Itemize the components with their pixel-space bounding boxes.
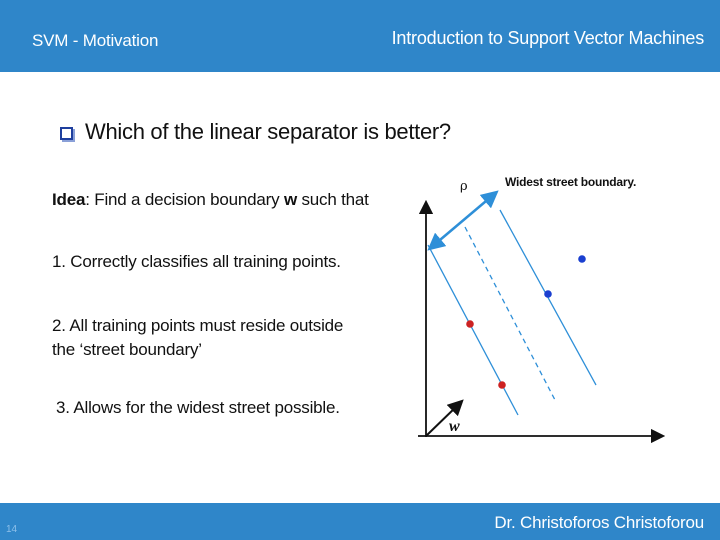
w-vector-label: w — [449, 418, 460, 435]
decision-boundary-dashed — [464, 226, 556, 401]
author-name: Dr. Christoforos Christoforou — [494, 513, 704, 532]
criterion-1: 1. Correctly classifies all training poi… — [52, 252, 341, 271]
widest-street-label: Widest street boundary. — [505, 175, 637, 189]
rho-label: ρ — [460, 179, 468, 194]
criterion-2-line-1: 2. All training points must reside outsi… — [52, 316, 344, 335]
page-number: 14 — [6, 524, 18, 535]
checkbox-bullet-icon — [60, 126, 73, 140]
presentation-title: Introduction to Support Vector Machines — [391, 28, 705, 48]
slide-footer: 14 Dr. Christoforos Christoforou — [0, 503, 720, 540]
svm-diagram — [418, 190, 666, 444]
red-training-point — [498, 381, 506, 389]
idea-text-before: : Find a decision boundary — [85, 190, 284, 209]
street-boundary-left — [427, 244, 519, 416]
red-training-point — [466, 320, 474, 328]
slide-header: SVM - Motivation Introduction to Support… — [0, 0, 720, 72]
question-text: Which of the linear separator is better? — [85, 119, 451, 144]
blue-training-point — [578, 255, 586, 263]
criterion-2-line-2: the ‘street boundary’ — [52, 340, 202, 359]
section-title: SVM - Motivation — [32, 31, 159, 50]
idea-label: Idea — [52, 190, 86, 209]
idea-symbol-w: w — [283, 190, 297, 209]
idea-line: Idea: Find a decision boundary w such th… — [52, 190, 369, 210]
question-bullet: Which of the linear separator is better? — [60, 119, 451, 145]
svm-street-figure: Widest street boundary. ρ w — [400, 165, 670, 455]
criterion-3: 3. Allows for the widest street possible… — [56, 398, 340, 417]
rho-margin-arrow — [427, 190, 499, 251]
blue-training-point — [544, 290, 552, 298]
w-vector-arrow — [425, 399, 464, 437]
idea-text-after: such that — [296, 190, 369, 209]
criterion-2: 2. All training points must reside outsi… — [52, 314, 343, 362]
